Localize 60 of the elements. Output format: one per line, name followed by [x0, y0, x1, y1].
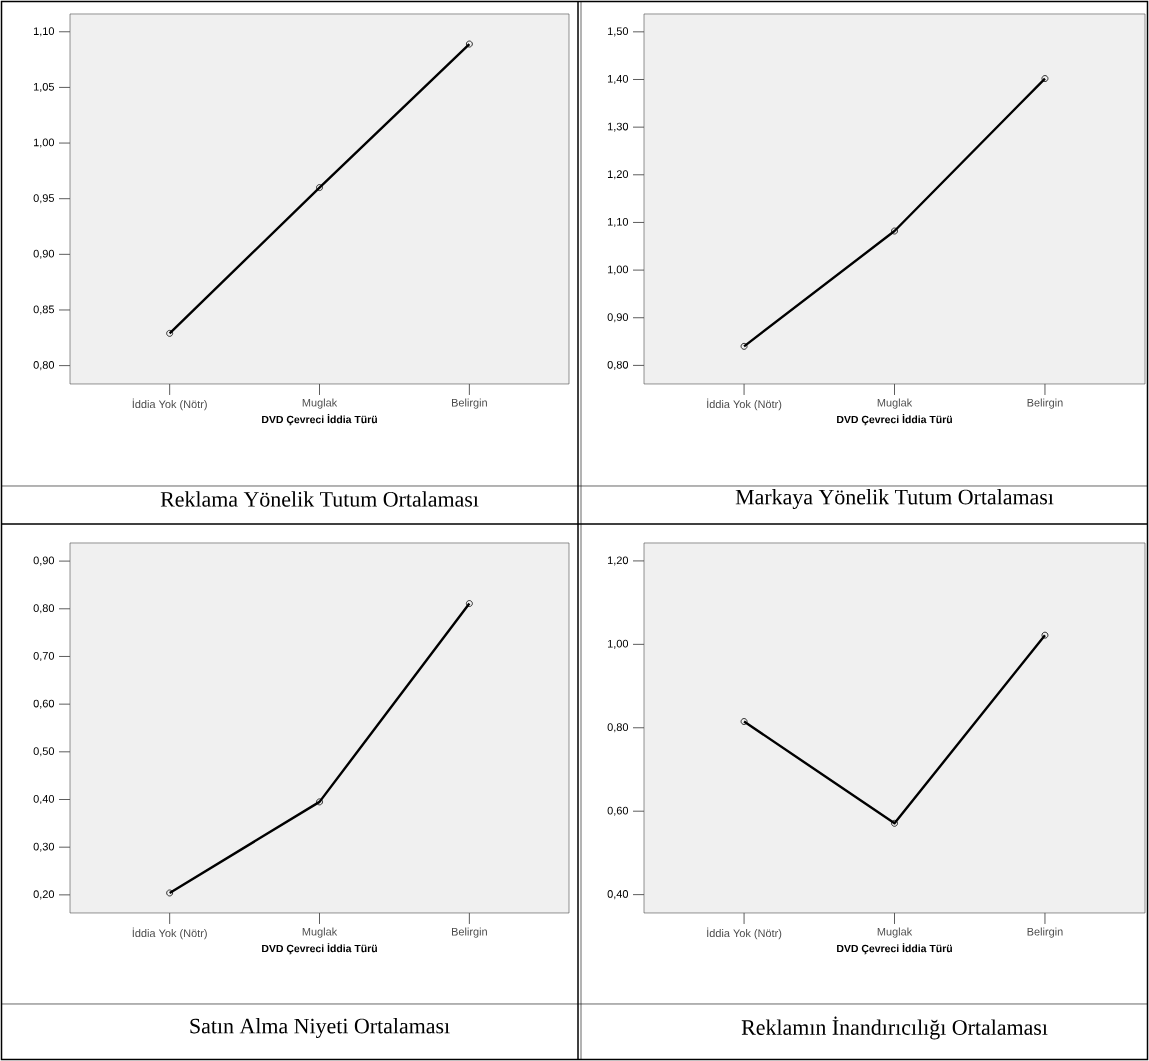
point — [1041, 75, 1049, 82]
x-axis-title: DVD Çevreci İddia Türü — [837, 414, 952, 426]
x-tick-label: İddia Yok (Nötr) — [132, 927, 207, 940]
y-tick-label: 0,70 — [33, 651, 55, 661]
y-tick-label: 0,40 — [33, 794, 55, 805]
x-tick-label: İddia Yok (Nötr) — [707, 927, 782, 940]
x-tick-label: Belirgin — [1027, 398, 1063, 409]
y-tick-label: 1,00 — [607, 265, 629, 275]
point — [465, 600, 473, 607]
x-tick-label: Muglak — [302, 927, 338, 938]
y-tick-label: 0,80 — [607, 360, 629, 370]
point — [740, 342, 748, 350]
y-tick-label: 1,40 — [607, 74, 629, 85]
point — [465, 40, 473, 48]
point — [740, 718, 748, 725]
y-tick-label: 0,90 — [33, 556, 55, 566]
y-tick-label: 0,20 — [33, 890, 55, 900]
x-tick-label: Muglak — [877, 398, 913, 409]
point — [316, 798, 323, 806]
point — [166, 889, 174, 897]
y-tick-label: 0,90 — [33, 249, 55, 259]
text: Reklama Yönelik Tutum Ortalaması — [160, 491, 479, 507]
point — [316, 184, 323, 191]
y-tick-label: 1,05 — [33, 82, 55, 92]
text: Satın Alma Niyeti Ortalaması — [190, 1018, 450, 1038]
x-tick-label: İddia Yok (Nötr) — [132, 398, 207, 411]
x-tick-label: İddia Yok (Nötr) — [707, 398, 782, 411]
y-tick-label: 0,40 — [607, 890, 629, 900]
y-tick-label: 1,00 — [607, 639, 629, 649]
y-tick-label: 0,85 — [33, 305, 55, 315]
y-tick-label: 1,10 — [607, 217, 629, 227]
y-tick-label: 1,00 — [33, 138, 55, 148]
point — [891, 819, 898, 827]
point — [1041, 631, 1049, 639]
y-tick-label: 1,10 — [33, 27, 55, 37]
point — [891, 227, 898, 235]
x-axis-title: DVD Çevreci İddia Türü — [837, 943, 952, 955]
y-tick-label: 0,95 — [33, 194, 55, 204]
text: Reklamın İnandırıcılığı Ortalaması — [741, 1016, 1048, 1040]
x-tick-label: Belirgin — [451, 927, 487, 938]
point — [166, 329, 174, 337]
y-tick-label: 0,80 — [33, 361, 55, 371]
x-axis-title: DVD Çevreci İddia Türü — [262, 943, 377, 955]
x-tick-label: Muglak — [877, 927, 913, 938]
x-tick-label: Muglak — [302, 398, 338, 409]
y-tick-label: 0,90 — [607, 313, 629, 323]
text: Markaya Yönelik Tutum Ortalaması — [735, 489, 1054, 509]
y-tick-label: 0,30 — [33, 842, 55, 852]
y-tick-label: 1,30 — [607, 122, 629, 132]
y-tick-label: 0,80 — [33, 604, 55, 614]
y-tick-label: 0,60 — [607, 806, 629, 816]
y-tick-label: 1,20 — [607, 556, 629, 566]
y-tick-label: 0,60 — [33, 699, 55, 709]
y-tick-label: 0,80 — [607, 723, 629, 733]
y-tick-label: 0,50 — [33, 747, 55, 757]
x-tick-label: Belirgin — [1027, 927, 1063, 938]
y-tick-label: 1,20 — [607, 170, 629, 180]
x-axis-title: DVD Çevreci İddia Türü — [262, 414, 377, 426]
x-tick-label: Belirgin — [451, 398, 487, 409]
y-tick-label: 1,50 — [607, 27, 629, 37]
